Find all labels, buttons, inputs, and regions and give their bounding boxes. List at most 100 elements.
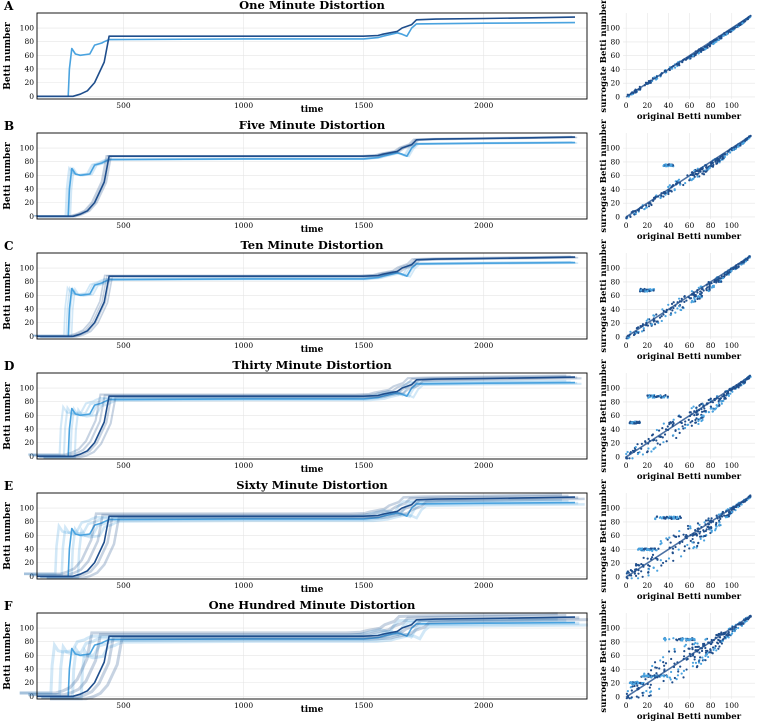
- x-axis-label: time: [301, 465, 324, 475]
- scatter-point: [732, 629, 735, 632]
- scatter-point: [650, 676, 653, 679]
- x-tick-label: 1000: [234, 581, 253, 590]
- x-tick-label: 0: [624, 461, 629, 470]
- scatter-point: [659, 540, 662, 543]
- scatter-point: [634, 574, 638, 577]
- scatter-point: [692, 405, 695, 408]
- scatter-point: [673, 650, 676, 653]
- scatter-point: [702, 410, 706, 413]
- scatter-point: [655, 320, 658, 323]
- scatter-point: [652, 566, 655, 569]
- y-tick-label: 0: [29, 692, 34, 701]
- x-tick-label: 2000: [474, 101, 493, 110]
- y-tick-label: 60: [610, 651, 620, 660]
- scatter-point: [695, 406, 698, 409]
- scatter-point: [657, 547, 660, 550]
- plot-frame: [36, 132, 588, 220]
- x-tick-label: 80: [706, 701, 716, 710]
- x-tick-label: 1000: [234, 101, 253, 110]
- scatter-point: [692, 637, 695, 640]
- diagonal-trend: [625, 255, 752, 338]
- scatter-point: [678, 415, 681, 418]
- scatter-point: [723, 155, 726, 158]
- scatter-point: [699, 293, 702, 296]
- scatter-point: [682, 655, 686, 658]
- scatter-point: [685, 658, 688, 661]
- scatter-point: [711, 646, 715, 649]
- series-original-spread: [34, 135, 573, 217]
- x-tick-label: 1000: [234, 221, 253, 230]
- scatter-point: [647, 574, 650, 577]
- x-tick-label: 100: [725, 581, 740, 590]
- scatter-point: [646, 394, 649, 397]
- scatter-point: [631, 421, 634, 424]
- x-tick-label: 500: [116, 701, 131, 710]
- y-tick-label: 20: [24, 438, 34, 447]
- scatter-point: [649, 690, 653, 693]
- scatter-point: [710, 517, 713, 520]
- scatter-point: [674, 545, 677, 549]
- scatter-point: [631, 457, 634, 460]
- scatter-point: [673, 647, 676, 651]
- scatter-point: [675, 677, 678, 681]
- panel-letter: E: [4, 479, 13, 493]
- scatter-point: [690, 407, 693, 410]
- scatter-point: [673, 66, 677, 69]
- x-axis-label: time: [301, 705, 324, 715]
- series-surrogate-line: [37, 621, 576, 698]
- scatter-point: [650, 289, 653, 292]
- scatter-point: [720, 631, 723, 634]
- scatter-point: [663, 668, 666, 671]
- scatter-point: [689, 177, 692, 180]
- scatter-point: [686, 524, 690, 528]
- x-tick-label: 0: [624, 341, 629, 350]
- scatter-point: [719, 277, 722, 280]
- scatter-point: [667, 190, 670, 193]
- x-tick-label: 2000: [474, 701, 493, 710]
- scatter-point: [641, 691, 644, 695]
- x-axis-label: original Betti number: [637, 352, 742, 362]
- scatter-point: [703, 521, 706, 524]
- scatter-point: [717, 280, 720, 283]
- scatter-point: [677, 297, 681, 300]
- scatter-point: [625, 572, 628, 575]
- y-tick-label: 100: [20, 624, 35, 633]
- scatter-point: [723, 274, 726, 277]
- scatter-point: [727, 515, 730, 518]
- scatter-point: [719, 517, 722, 520]
- scatter-point: [718, 521, 721, 524]
- scatter-point: [717, 399, 720, 403]
- scatter-point: [709, 648, 712, 651]
- y-axis-label: surrogate Betti number: [599, 599, 609, 713]
- scatter-point: [646, 324, 650, 327]
- scatter-point: [705, 289, 708, 292]
- scatter-point: [682, 183, 685, 187]
- y-tick-label: 80: [610, 637, 620, 646]
- scatter-point: [653, 314, 656, 317]
- scatter-point: [679, 516, 682, 519]
- scatter-point: [644, 440, 647, 443]
- series-original-line: [37, 616, 576, 698]
- y-axis-label: surrogate Betti number: [599, 119, 609, 233]
- scatter-point: [684, 423, 687, 426]
- series-surrogate-spread: [39, 142, 578, 218]
- x-tick-label: 20: [643, 461, 653, 470]
- series-original-line: [37, 376, 576, 458]
- scatter-point: [627, 336, 630, 340]
- scatter-point: [636, 443, 639, 446]
- scatter-point: [724, 397, 727, 400]
- y-axis-label: surrogate Betti number: [599, 0, 609, 113]
- scatter-point: [654, 517, 657, 521]
- scatter-point: [646, 547, 649, 551]
- scatter-point: [626, 570, 629, 573]
- x-tick-label: 100: [725, 341, 740, 350]
- scatter-point: [706, 649, 709, 652]
- y-tick-label: 100: [606, 504, 621, 513]
- x-tick-label: 40: [664, 341, 674, 350]
- scatter-point: [743, 621, 746, 624]
- x-tick-label: 40: [664, 101, 674, 110]
- x-tick-label: 2000: [474, 221, 493, 230]
- scatter-point: [694, 421, 698, 424]
- scatter-point: [691, 665, 694, 668]
- scatter-point: [667, 303, 670, 306]
